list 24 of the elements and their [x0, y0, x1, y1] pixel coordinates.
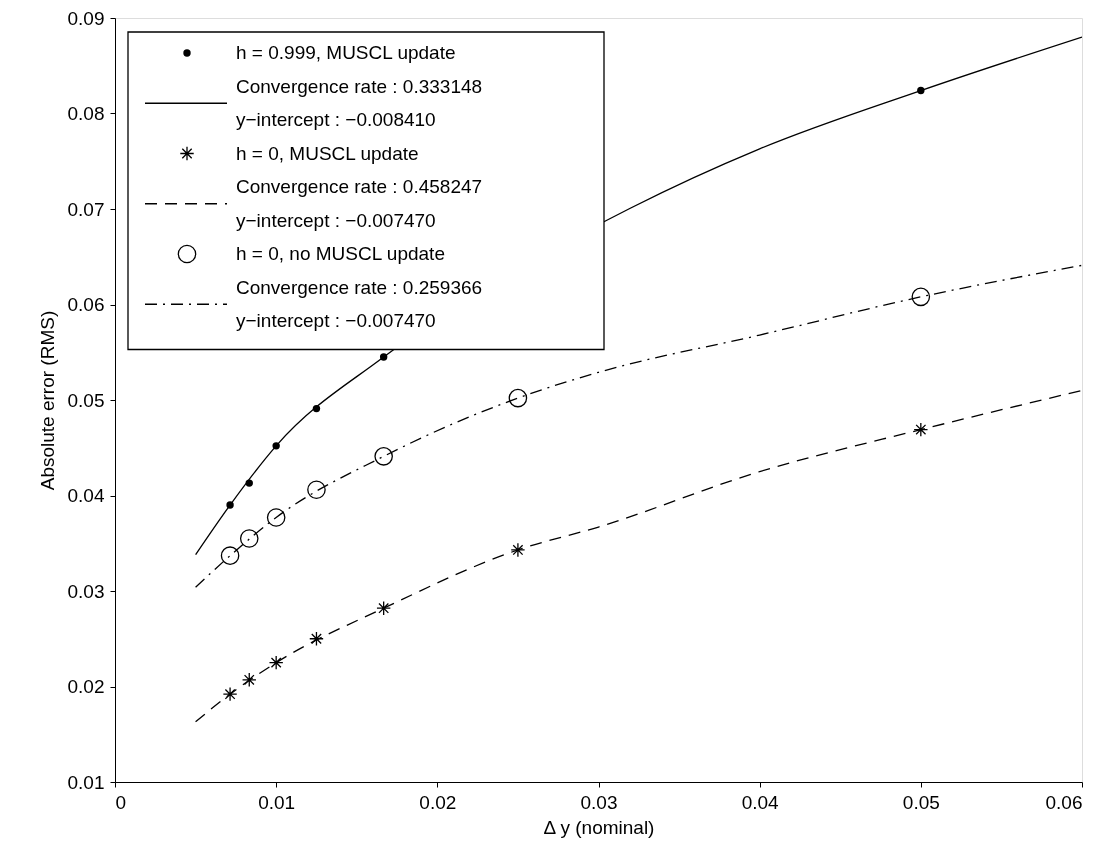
- line-series: [194, 264, 1082, 588]
- legend-label: Convergence rate : 0.259366 y−intercept : −0.007470: [236, 276, 483, 331]
- legend-label: h = 0, MUSCL update: [236, 142, 419, 164]
- x-tick-label: 0.01: [258, 791, 296, 813]
- x-tick-label: 0.03: [580, 791, 618, 813]
- legend-label: h = 0.999, MUSCL update: [236, 42, 456, 63]
- x-tick-label: 0.06: [1045, 791, 1083, 813]
- x-tick-label: 0.04: [741, 791, 780, 813]
- y-tick-label: 0.06: [67, 294, 105, 315]
- x-tick-label: 0.02: [419, 791, 457, 813]
- y-tick-label: 0.08: [67, 103, 105, 124]
- y-tick-label: 0.01: [67, 771, 105, 793]
- y-tick-label: 0.05: [67, 389, 105, 411]
- y-tick-label: 0.09: [67, 7, 105, 29]
- y-tick-label: 0.03: [67, 580, 105, 602]
- y-tick-label: 0.02: [67, 676, 105, 697]
- x-axis-title: Δ y (nominal): [543, 816, 655, 838]
- y-tick-label: 0.07: [67, 198, 105, 220]
- x-tick-label: 0.05: [902, 791, 940, 813]
- x-tick-label: 0: [115, 791, 127, 813]
- legend-label: h = 0, no MUSCL update: [236, 243, 445, 264]
- y-tick-label: 0.04: [67, 485, 105, 506]
- y-axis-title: Absolute error (RMS): [36, 310, 58, 491]
- line-series: [194, 389, 1082, 723]
